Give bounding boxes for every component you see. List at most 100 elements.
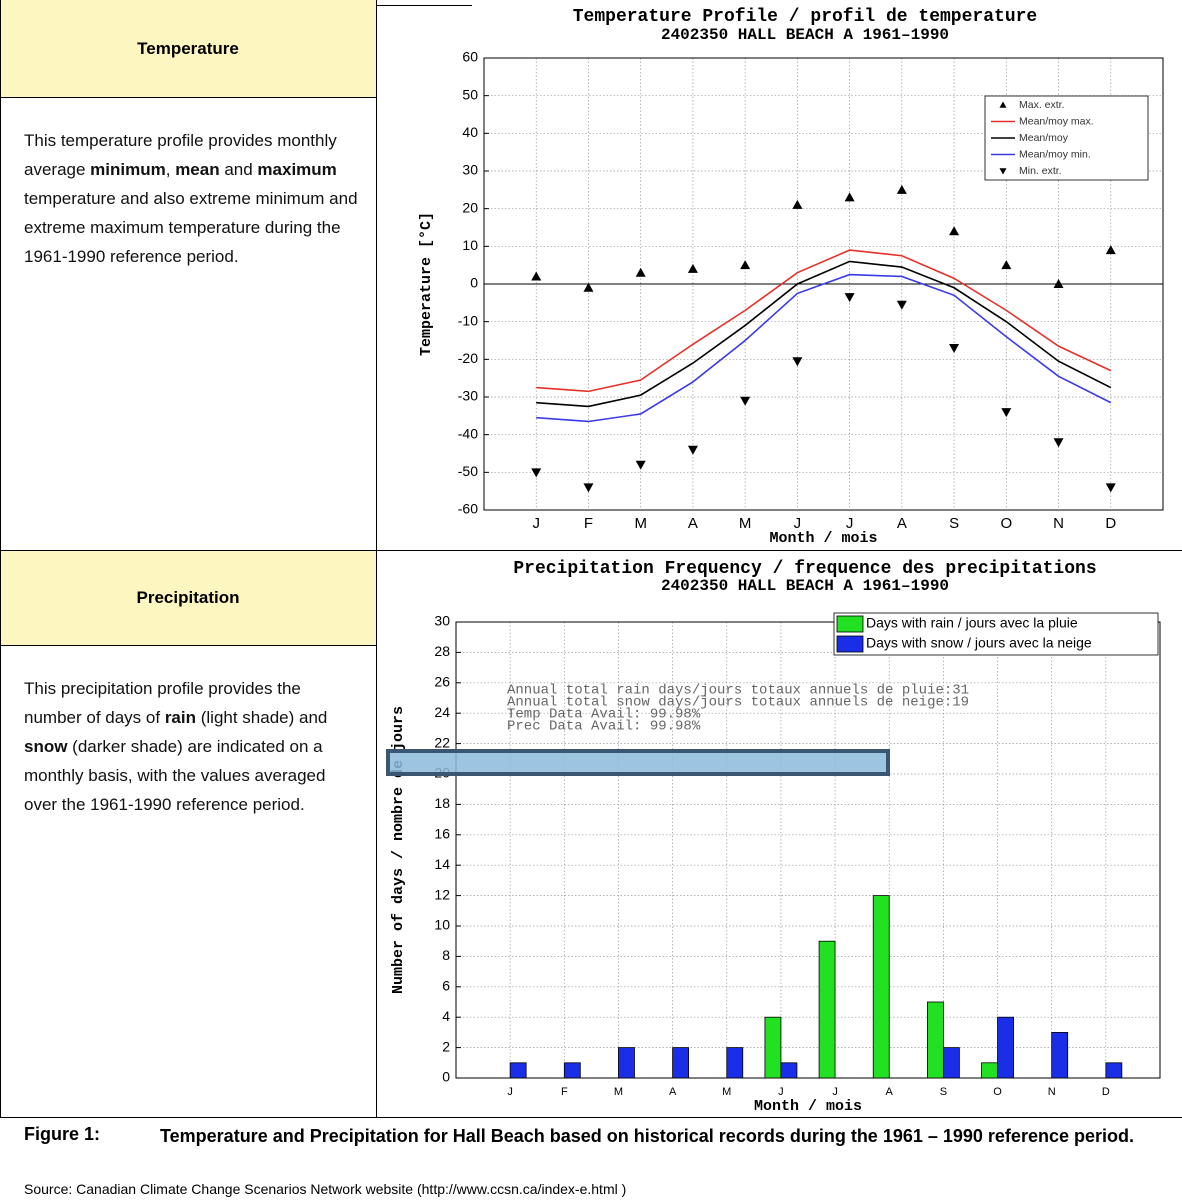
text: and <box>219 160 258 179</box>
line <box>536 273 1112 423</box>
border <box>0 550 1182 551</box>
y-tick-label: 24 <box>434 704 450 720</box>
bar <box>672 1047 690 1079</box>
y-tick-label: -60 <box>458 501 478 517</box>
x-tick-label: N <box>1053 515 1064 532</box>
y-tick-label: 40 <box>462 124 478 140</box>
x-tick-label: D <box>1102 1086 1110 1098</box>
y-tick-label: 0 <box>470 275 478 291</box>
legend-label: Mean/moy max. <box>1019 115 1094 127</box>
legend-swatch <box>836 635 864 653</box>
marker <box>635 460 646 470</box>
legend-swatch <box>836 615 864 633</box>
marker <box>792 199 803 209</box>
marker <box>740 260 751 270</box>
marker <box>635 267 646 277</box>
caption-label: Figure 1: <box>24 1124 101 1144</box>
caption-source: Source: Canadian Climate Change Scenario… <box>24 1181 627 1197</box>
y-tick-label: -30 <box>458 388 478 404</box>
marker <box>1105 245 1116 255</box>
marker <box>949 344 960 354</box>
x-tick-label: A <box>897 515 907 532</box>
x-tick-label: A <box>886 1086 894 1098</box>
bar <box>926 1001 944 1079</box>
marker <box>1001 260 1012 270</box>
legend-label: Mean/moy <box>1019 132 1069 144</box>
text: (darker shade) are indicated on a monthl… <box>24 737 326 814</box>
x-tick-label: J <box>778 1086 784 1098</box>
x-tick-label: F <box>561 1086 568 1098</box>
marker <box>1001 408 1012 418</box>
text: (light shade) and <box>196 708 328 727</box>
marker <box>1105 483 1116 493</box>
marker <box>583 282 594 292</box>
marker <box>896 300 907 310</box>
marker <box>844 192 855 202</box>
x-tick-label: J <box>832 1086 838 1098</box>
annotation: Temp Data Avail: 99.98% <box>507 707 701 723</box>
y-axis-label: Temperature [°C] <box>418 212 435 356</box>
x-tick-label: J <box>846 515 854 532</box>
bar <box>780 1062 798 1079</box>
border <box>0 645 376 646</box>
plot-frame <box>455 621 1161 1079</box>
bar <box>1051 1032 1069 1079</box>
y-tick-label: 28 <box>434 643 450 659</box>
line <box>536 260 1112 408</box>
marker <box>1053 279 1064 288</box>
x-tick-label: J <box>507 1086 513 1098</box>
chart-title: Temperature Profile / profil de temperat… <box>573 7 1037 27</box>
x-tick-label: S <box>940 1086 947 1098</box>
text: snow <box>24 737 68 756</box>
y-tick-label: 2 <box>442 1038 450 1054</box>
bar <box>509 1062 527 1079</box>
chart-title: Precipitation Frequency / frequence des … <box>513 559 1096 579</box>
y-tick-label: 6 <box>442 978 450 994</box>
cell-heading: Temperature <box>0 0 376 97</box>
cell-heading: Precipitation <box>0 551 376 645</box>
marker <box>896 184 907 194</box>
border <box>0 0 1 1118</box>
x-tick-label: O <box>1000 515 1012 532</box>
text: , <box>165 160 176 179</box>
annotation: Prec Data Avail: 99.98% <box>507 719 701 735</box>
y-tick-label: 14 <box>434 856 450 872</box>
bar <box>818 940 836 1079</box>
annotation: Annual total snow days/jours totaux annu… <box>507 695 969 711</box>
charts: Temperature Profile / profil de temperat… <box>390 7 1164 1115</box>
x-tick-label: F <box>584 515 593 532</box>
y-tick-label: 26 <box>434 674 450 690</box>
legend-label: Mean/moy min. <box>1019 148 1091 160</box>
y-tick-label: 12 <box>434 886 450 902</box>
x-tick-label: M <box>634 515 647 532</box>
y-tick-label: 30 <box>462 162 478 178</box>
bar <box>618 1047 635 1079</box>
marker <box>531 271 542 281</box>
x-tick-label: J <box>532 515 540 532</box>
y-tick-label: 20 <box>462 199 478 215</box>
y-tick-label: 30 <box>434 613 450 629</box>
x-tick-label: M <box>722 1086 731 1098</box>
marker <box>531 468 542 478</box>
legend-label: Min. extr. <box>1019 165 1062 177</box>
text: temperature and also extreme minimum and… <box>24 189 358 266</box>
y-tick-label: 10 <box>434 917 450 933</box>
x-tick-label: D <box>1105 515 1116 532</box>
border <box>0 97 376 98</box>
marker <box>792 357 803 367</box>
x-tick-label: M <box>739 515 752 532</box>
bar <box>726 1047 744 1079</box>
chart-subtitle: 2402350 HALL BEACH A 1961–1990 <box>661 26 949 44</box>
x-tick-label: O <box>993 1086 1002 1098</box>
border <box>376 5 472 6</box>
text: minimum <box>90 160 166 179</box>
bar <box>981 1062 998 1079</box>
y-tick-label: 60 <box>462 49 478 65</box>
x-tick-label: A <box>669 1086 677 1098</box>
text: maximum <box>257 160 337 179</box>
y-tick-label: 10 <box>462 237 478 253</box>
marker <box>1053 438 1064 448</box>
text: mean <box>175 160 220 179</box>
y-tick-label: 4 <box>442 1008 450 1024</box>
highlight-box <box>386 749 890 776</box>
